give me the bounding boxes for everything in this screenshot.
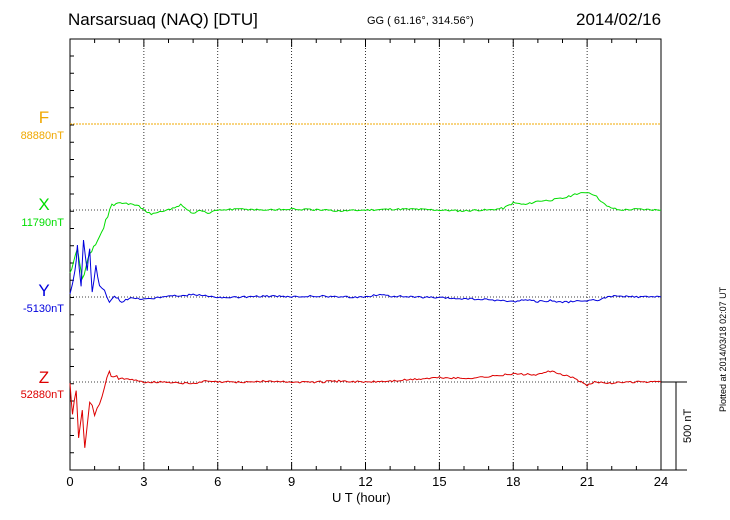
x-axis-title: U T (hour) <box>332 490 391 505</box>
chart-date: 2014/02/16 <box>576 10 662 29</box>
series-line-x <box>69 192 662 280</box>
x-tick-label: 24 <box>654 474 668 489</box>
scale-bar-label: 500 nT <box>682 408 694 443</box>
series-baseline-x: 11790nT <box>21 217 64 229</box>
x-tick-label: 21 <box>580 474 594 489</box>
series-line-y <box>69 239 662 304</box>
x-tick-label: 6 <box>214 474 221 489</box>
series-label-y: Y <box>38 281 50 300</box>
plotted-timestamp: Plotted at 2014/03/18 02:07 UT <box>718 286 728 412</box>
series-baseline-z: 52880nT <box>20 389 64 401</box>
x-tick-label: 0 <box>66 474 73 489</box>
series-label-z: Z <box>38 368 50 387</box>
series-label-x: X <box>38 195 50 214</box>
series-baseline-f: 88880nT <box>20 130 64 142</box>
series-label-f: F <box>38 108 50 127</box>
station-title: Narsarsuaq (NAQ) [DTU] <box>68 10 258 29</box>
series-baseline-y: -5130nT <box>23 303 64 315</box>
x-tick-label: 12 <box>358 474 372 489</box>
x-tick-label: 15 <box>432 474 446 489</box>
x-tick-label: 3 <box>140 474 147 489</box>
station-coordinates: GG ( 61.16°, 314.56°) <box>367 15 474 27</box>
x-tick-label: 18 <box>506 474 520 489</box>
series-line-z <box>69 369 662 448</box>
x-tick-label: 9 <box>288 474 295 489</box>
